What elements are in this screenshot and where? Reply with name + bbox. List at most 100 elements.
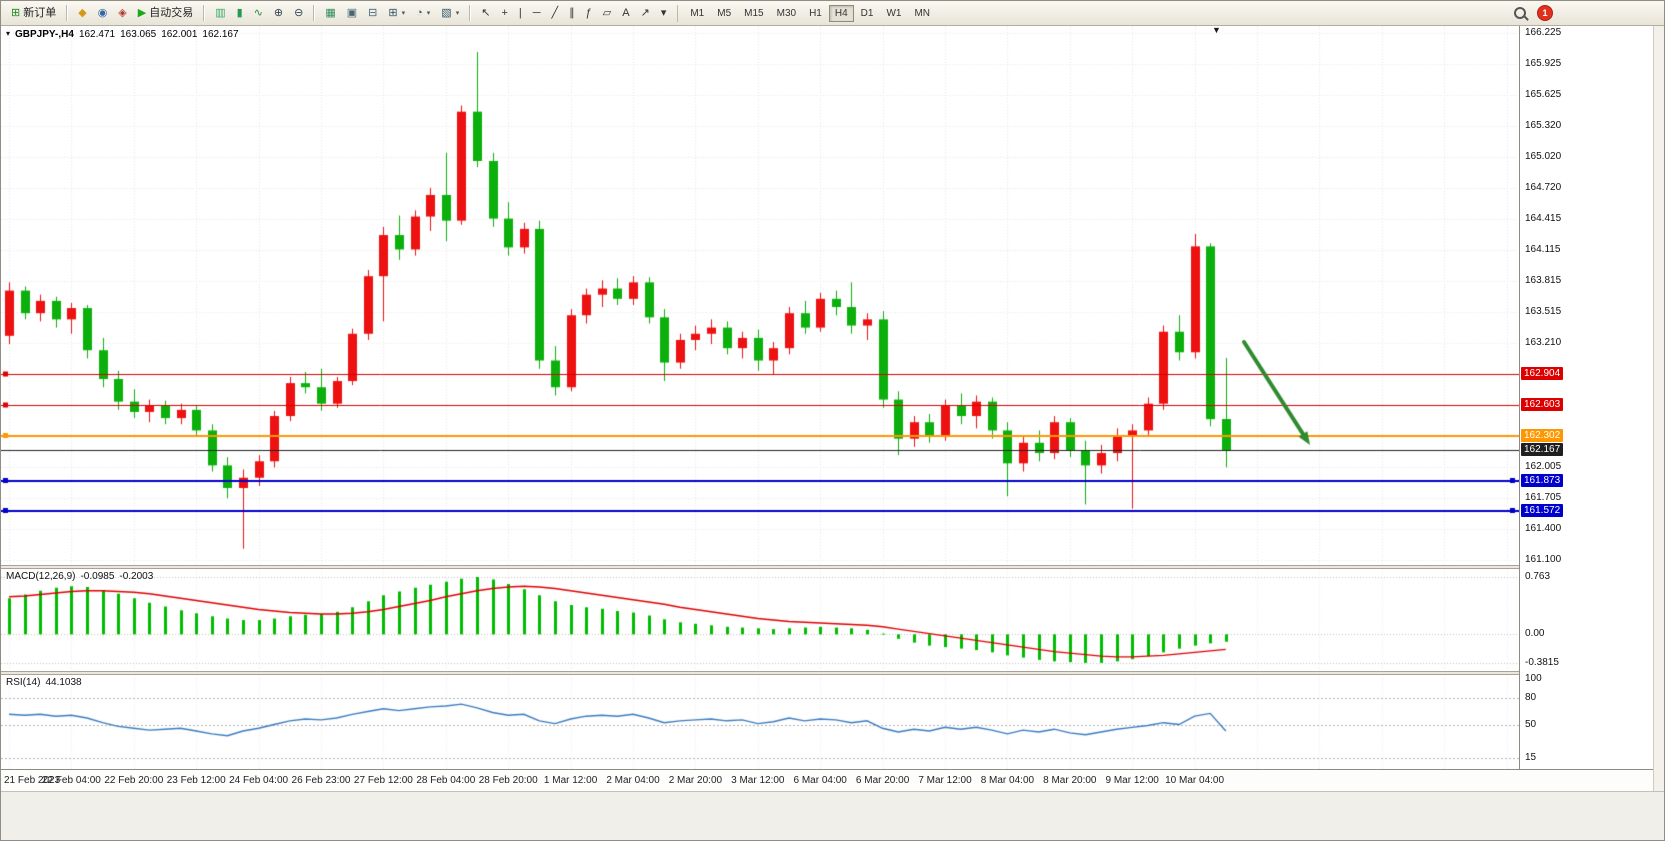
new-chart-button[interactable]: ⊞ ▾ [383,4,410,23]
macd-value-main: -0.0985 [80,571,115,582]
toolbar-separator [203,5,206,21]
rsi-axis-label: 50 [1525,719,1537,731]
price-tick-label: 162.005 [1525,460,1562,472]
chart-window-button[interactable]: ▣ [342,4,362,23]
timeframe-button-m15[interactable]: M15 [744,7,764,19]
timeframe-button-m5[interactable]: M5 [717,7,732,19]
line-chart-button[interactable]: ∿ [249,4,268,23]
rsi-canvas[interactable] [1,675,1519,769]
macd-canvas[interactable] [1,569,1519,671]
time-axis-label: 27 Feb 12:00 [353,775,413,786]
navigator-icon: ◉ [97,6,108,19]
text-button[interactable]: A [617,4,634,23]
timeframe-button-w1[interactable]: W1 [886,7,902,19]
shapes-icon: ▱ [602,6,612,19]
text-icon: A [622,6,630,19]
time-axis-label: 24 Feb 04:00 [229,775,289,786]
arrange-windows-button[interactable]: ⊟ [363,4,382,23]
dropdown-arrow-icon: ▾ [455,10,460,17]
new-order-button[interactable]: ⊞ 新订单 [6,4,61,23]
macd-axis-label: 0.00 [1525,628,1545,640]
trendline-button[interactable]: ╱ [547,4,564,23]
time-axis-label: 6 Mar 20:00 [855,775,910,786]
cursor-icon: ↖ [481,6,491,19]
time-axis-label: 22 Feb 20:00 [104,775,164,786]
arrange-windows-icon: ⊟ [368,6,378,19]
toolbar-right: 1 [1509,4,1553,23]
panel-divider-rsi[interactable] [1,671,1664,675]
tile-windows-button[interactable]: ▦ [320,4,340,23]
cursor-button[interactable]: ↖ [476,4,495,23]
time-axis-label: 6 Mar 04:00 [793,775,847,786]
quote-close: 162.167 [202,29,239,40]
bar-chart-button[interactable]: ▥ [210,4,230,23]
period-selector-icon: ◔ [416,6,423,19]
time-axis-label: 22 Feb 04:00 [41,775,101,786]
navigator-button[interactable]: ◉ [93,4,113,23]
rsi-axis-label: 80 [1525,691,1537,703]
timeframe-button-m1[interactable]: M1 [690,7,705,19]
vertical-line-icon: | [518,6,522,19]
time-axis-label: 28 Feb 04:00 [416,775,476,786]
crosshair-button[interactable]: + [496,4,512,23]
rsi-name: RSI(14) [6,677,41,688]
horizontal-line-icon: ─ [532,6,541,19]
bar-chart-icon: ▥ [215,6,226,19]
vertical-line-button[interactable]: | [514,4,527,23]
time-axis-label: 1 Mar 12:00 [543,775,598,786]
toolbar-groups: ⊞ 新订单 ◆ ◉ ◈ ▶ 自动交易 ▥ ▮ ∿ ⊕ ⊖ ▦ ▣ ⊟ ⊞ ▾ ◔ ▾ ▧ ▾ ↖ + | ─ ╱ ∥ ƒ ▱ A ↗ ▾ [6,4,671,23]
horizontal-line-button[interactable]: ─ [528,4,546,23]
time-axis-label: 28 Feb 20:00 [478,775,538,786]
time-axis-label: 9 Mar 12:00 [1105,775,1159,786]
quote-line: ▾ GBPJPY-,H4 162.471 163.065 162.001 162… [6,29,239,40]
arrows-button[interactable]: ↗ [636,4,655,23]
macd-axis-label: -0.3815 [1525,657,1559,668]
zoom-in-icon: ⊕ [273,6,284,19]
notification-badge[interactable]: 1 [1537,5,1553,21]
timeframe-button-m30[interactable]: M30 [776,7,797,19]
auto-trading-button-label: 自动交易 [149,6,194,19]
rsi-axis-label: 15 [1525,752,1537,763]
timeframe-button-mn[interactable]: MN [914,7,931,19]
window-right-edge[interactable] [1653,26,1664,791]
timeframe-button-d1[interactable]: D1 [860,7,874,19]
rsi-value: 44.1038 [45,677,82,688]
price-axis: 166.225 165.925 165.625 165.320 165.020 164.7… [1519,26,1664,769]
collapse-triangle-icon[interactable]: ▾ [6,29,11,38]
objects-more-button[interactable]: ▾ [656,4,672,23]
toolbar-separator [313,5,316,21]
price-tick-label: 164.720 [1525,181,1562,193]
chart-shift-marker-icon[interactable]: ▼ [1212,25,1221,35]
price-chart-canvas[interactable] [1,26,1519,565]
quote-low: 162.001 [161,29,198,40]
shapes-button[interactable]: ▱ [598,4,616,23]
quote-open: 162.471 [78,29,116,40]
template-button[interactable]: ▧ ▾ [436,4,464,23]
candlestick-button[interactable]: ▮ [232,4,248,23]
price-badge: 162.904 [1521,367,1564,381]
price-tick-label: 165.625 [1525,88,1562,100]
market-watch-button[interactable]: ◆ [73,4,91,23]
timeframe-button-h1[interactable]: H1 [809,7,822,19]
alerts-button[interactable]: ◈ [113,4,131,23]
price-badge: 162.603 [1521,398,1564,412]
arrows-icon: ↗ [640,6,650,19]
timeframe-button-h4[interactable]: H4 [828,4,854,22]
period-selector-button[interactable]: ◔ ▾ [411,4,435,23]
objects-more-icon: ▾ [660,6,667,19]
channel-button[interactable]: ∥ [564,4,580,23]
auto-trading-icon: ▶ [137,6,147,19]
time-axis-label: 2 Mar 20:00 [668,775,723,786]
price-tick-label: 165.320 [1525,120,1562,132]
search-button[interactable] [1509,4,1531,23]
fibonacci-button[interactable]: ƒ [581,4,597,23]
zoom-out-button[interactable]: ⊖ [289,4,308,23]
panel-divider-macd[interactable] [1,565,1664,569]
crosshair-icon: + [501,6,508,19]
zoom-in-button[interactable]: ⊕ [269,4,288,23]
price-badge: 162.302 [1521,429,1564,443]
search-icon [1514,7,1526,19]
channel-icon: ∥ [569,6,575,19]
auto-trading-button[interactable]: ▶ 自动交易 [133,4,198,23]
